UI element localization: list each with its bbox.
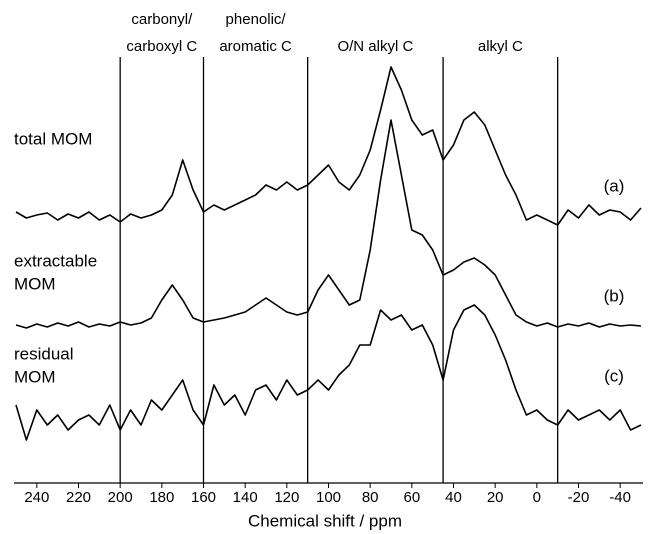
series-label: MOM — [14, 274, 56, 293]
region-label: phenolic/ — [226, 11, 287, 28]
x-tick-label: 120 — [274, 489, 299, 506]
region-label: O/N alkyl C — [337, 38, 413, 55]
series-label: total MOM — [14, 129, 92, 148]
region-label: alkyl C — [478, 38, 523, 55]
x-tick-label: 100 — [316, 489, 341, 506]
series-tag: (a) — [604, 176, 625, 195]
x-tick-label: 40 — [445, 489, 462, 506]
x-tick-label: 220 — [66, 489, 91, 506]
series-tag: (c) — [604, 366, 624, 385]
spectrum-line — [15, 119, 642, 329]
spectrum-line — [15, 304, 642, 441]
region-label: aromatic C — [219, 38, 292, 55]
x-tick-label: -20 — [568, 489, 590, 506]
series-label: MOM — [14, 367, 56, 386]
x-axis-title: Chemical shift / ppm — [248, 511, 402, 530]
x-tick-label: 160 — [191, 489, 216, 506]
region-label: carbonyl/ — [131, 11, 193, 28]
x-tick-label: 240 — [24, 489, 49, 506]
x-tick-label: 140 — [233, 489, 258, 506]
x-tick-label: 0 — [533, 489, 541, 506]
x-tick-label: 80 — [362, 489, 379, 506]
x-tick-label: 60 — [403, 489, 420, 506]
series-label: extractable — [14, 251, 97, 270]
x-tick-label: 200 — [108, 489, 133, 506]
region-label: carboxyl C — [126, 38, 197, 55]
x-tick-label: 20 — [487, 489, 504, 506]
spectrum-line — [15, 66, 642, 226]
series-label: residual — [14, 344, 74, 363]
x-tick-label: 180 — [149, 489, 174, 506]
x-tick-label: -40 — [609, 489, 631, 506]
series-tag: (b) — [604, 286, 625, 305]
